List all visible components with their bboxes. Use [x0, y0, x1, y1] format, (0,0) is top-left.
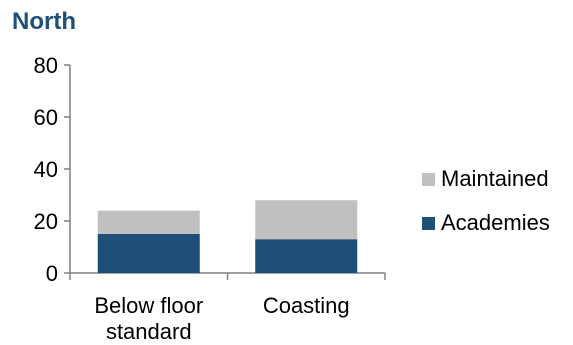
bar-academies-2: [255, 239, 358, 273]
y-tick-labels: 0 20 40 60 80: [34, 53, 58, 286]
legend-swatch-maintained: [422, 173, 435, 186]
legend-label-academies: Academies: [441, 210, 550, 235]
bar-maintained-1: [97, 210, 200, 234]
bar-maintained-2: [255, 200, 358, 240]
legend-swatch-academies: [422, 217, 435, 230]
y-tick-label: 20: [34, 209, 58, 234]
bars: [97, 200, 358, 273]
y-tick-label: 40: [34, 157, 58, 182]
category-label: standard: [106, 319, 192, 344]
bar-academies-1: [97, 234, 200, 273]
legend-label-maintained: Maintained: [441, 166, 549, 191]
y-tick-label: 0: [46, 261, 58, 286]
category-label: Below floor: [94, 293, 203, 318]
category-label: Coasting: [263, 293, 350, 318]
y-tick-label: 60: [34, 105, 58, 130]
y-tick-label: 80: [34, 53, 58, 78]
legend: Maintained Academies: [422, 166, 550, 235]
chart-title: North: [12, 8, 76, 35]
